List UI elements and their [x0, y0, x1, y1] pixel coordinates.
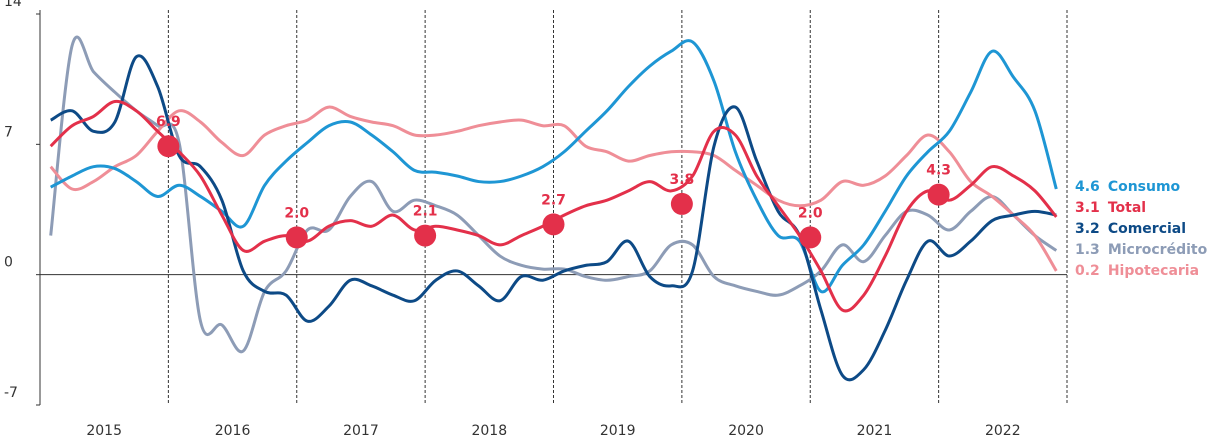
series-line [49, 105, 1058, 272]
x-tick-label: 2015 [86, 423, 122, 439]
end-label: 3.1 Total [1075, 200, 1146, 216]
year-end-marker [157, 135, 180, 158]
legend-name: Microcrédito [1108, 242, 1208, 258]
year-end-marker [414, 224, 437, 247]
end-label: 0.2 Hipotecaria [1075, 263, 1199, 279]
year-end-label: 2.0 [284, 205, 309, 221]
end-label: 1.3 Microcrédito [1075, 242, 1208, 258]
end-value: 4.6 [1075, 179, 1100, 195]
legend-name: Comercial [1108, 221, 1186, 237]
y-tick-label: 14 [4, 0, 22, 10]
x-tick-label: 2022 [985, 423, 1021, 439]
end-value: 3.2 [1075, 221, 1100, 237]
end-value: 1.3 [1075, 242, 1100, 258]
year-end-label: 2.0 [798, 205, 823, 221]
y-tick-label: 0 [4, 255, 13, 271]
series-line [49, 54, 1057, 382]
year-end-label: 4.3 [926, 163, 951, 179]
legend-name: Hipotecaria [1108, 263, 1199, 279]
year-end-marker [799, 226, 822, 249]
year-end-label: 6.9 [156, 114, 181, 130]
series-line [49, 35, 1058, 354]
x-tick-label: 2018 [471, 423, 507, 439]
series-line [50, 39, 1058, 294]
year-end-marker [927, 183, 950, 206]
x-tick-label: 2017 [343, 423, 379, 439]
x-tick-label: 2019 [600, 423, 636, 439]
y-tick-label: 7 [4, 124, 13, 140]
x-tick-label: 2016 [215, 423, 251, 439]
end-label: 4.6 Consumo [1075, 179, 1181, 195]
year-end-marker [285, 226, 308, 249]
legend-name: Total [1108, 200, 1146, 216]
x-tick-label: 2020 [728, 423, 764, 439]
legend-name: Consumo [1108, 179, 1181, 195]
end-value: 3.1 [1075, 200, 1100, 216]
x-tick-label: 2021 [857, 423, 893, 439]
year-end-label: 2.7 [541, 192, 566, 208]
end-label: 3.2 Comercial [1075, 221, 1186, 237]
year-end-label: 2.1 [413, 204, 438, 220]
year-end-marker [542, 213, 565, 236]
year-end-label: 3.8 [669, 172, 694, 188]
year-end-marker [670, 192, 693, 215]
y-tick-label: -7 [4, 385, 18, 401]
end-value: 0.2 [1075, 263, 1100, 279]
